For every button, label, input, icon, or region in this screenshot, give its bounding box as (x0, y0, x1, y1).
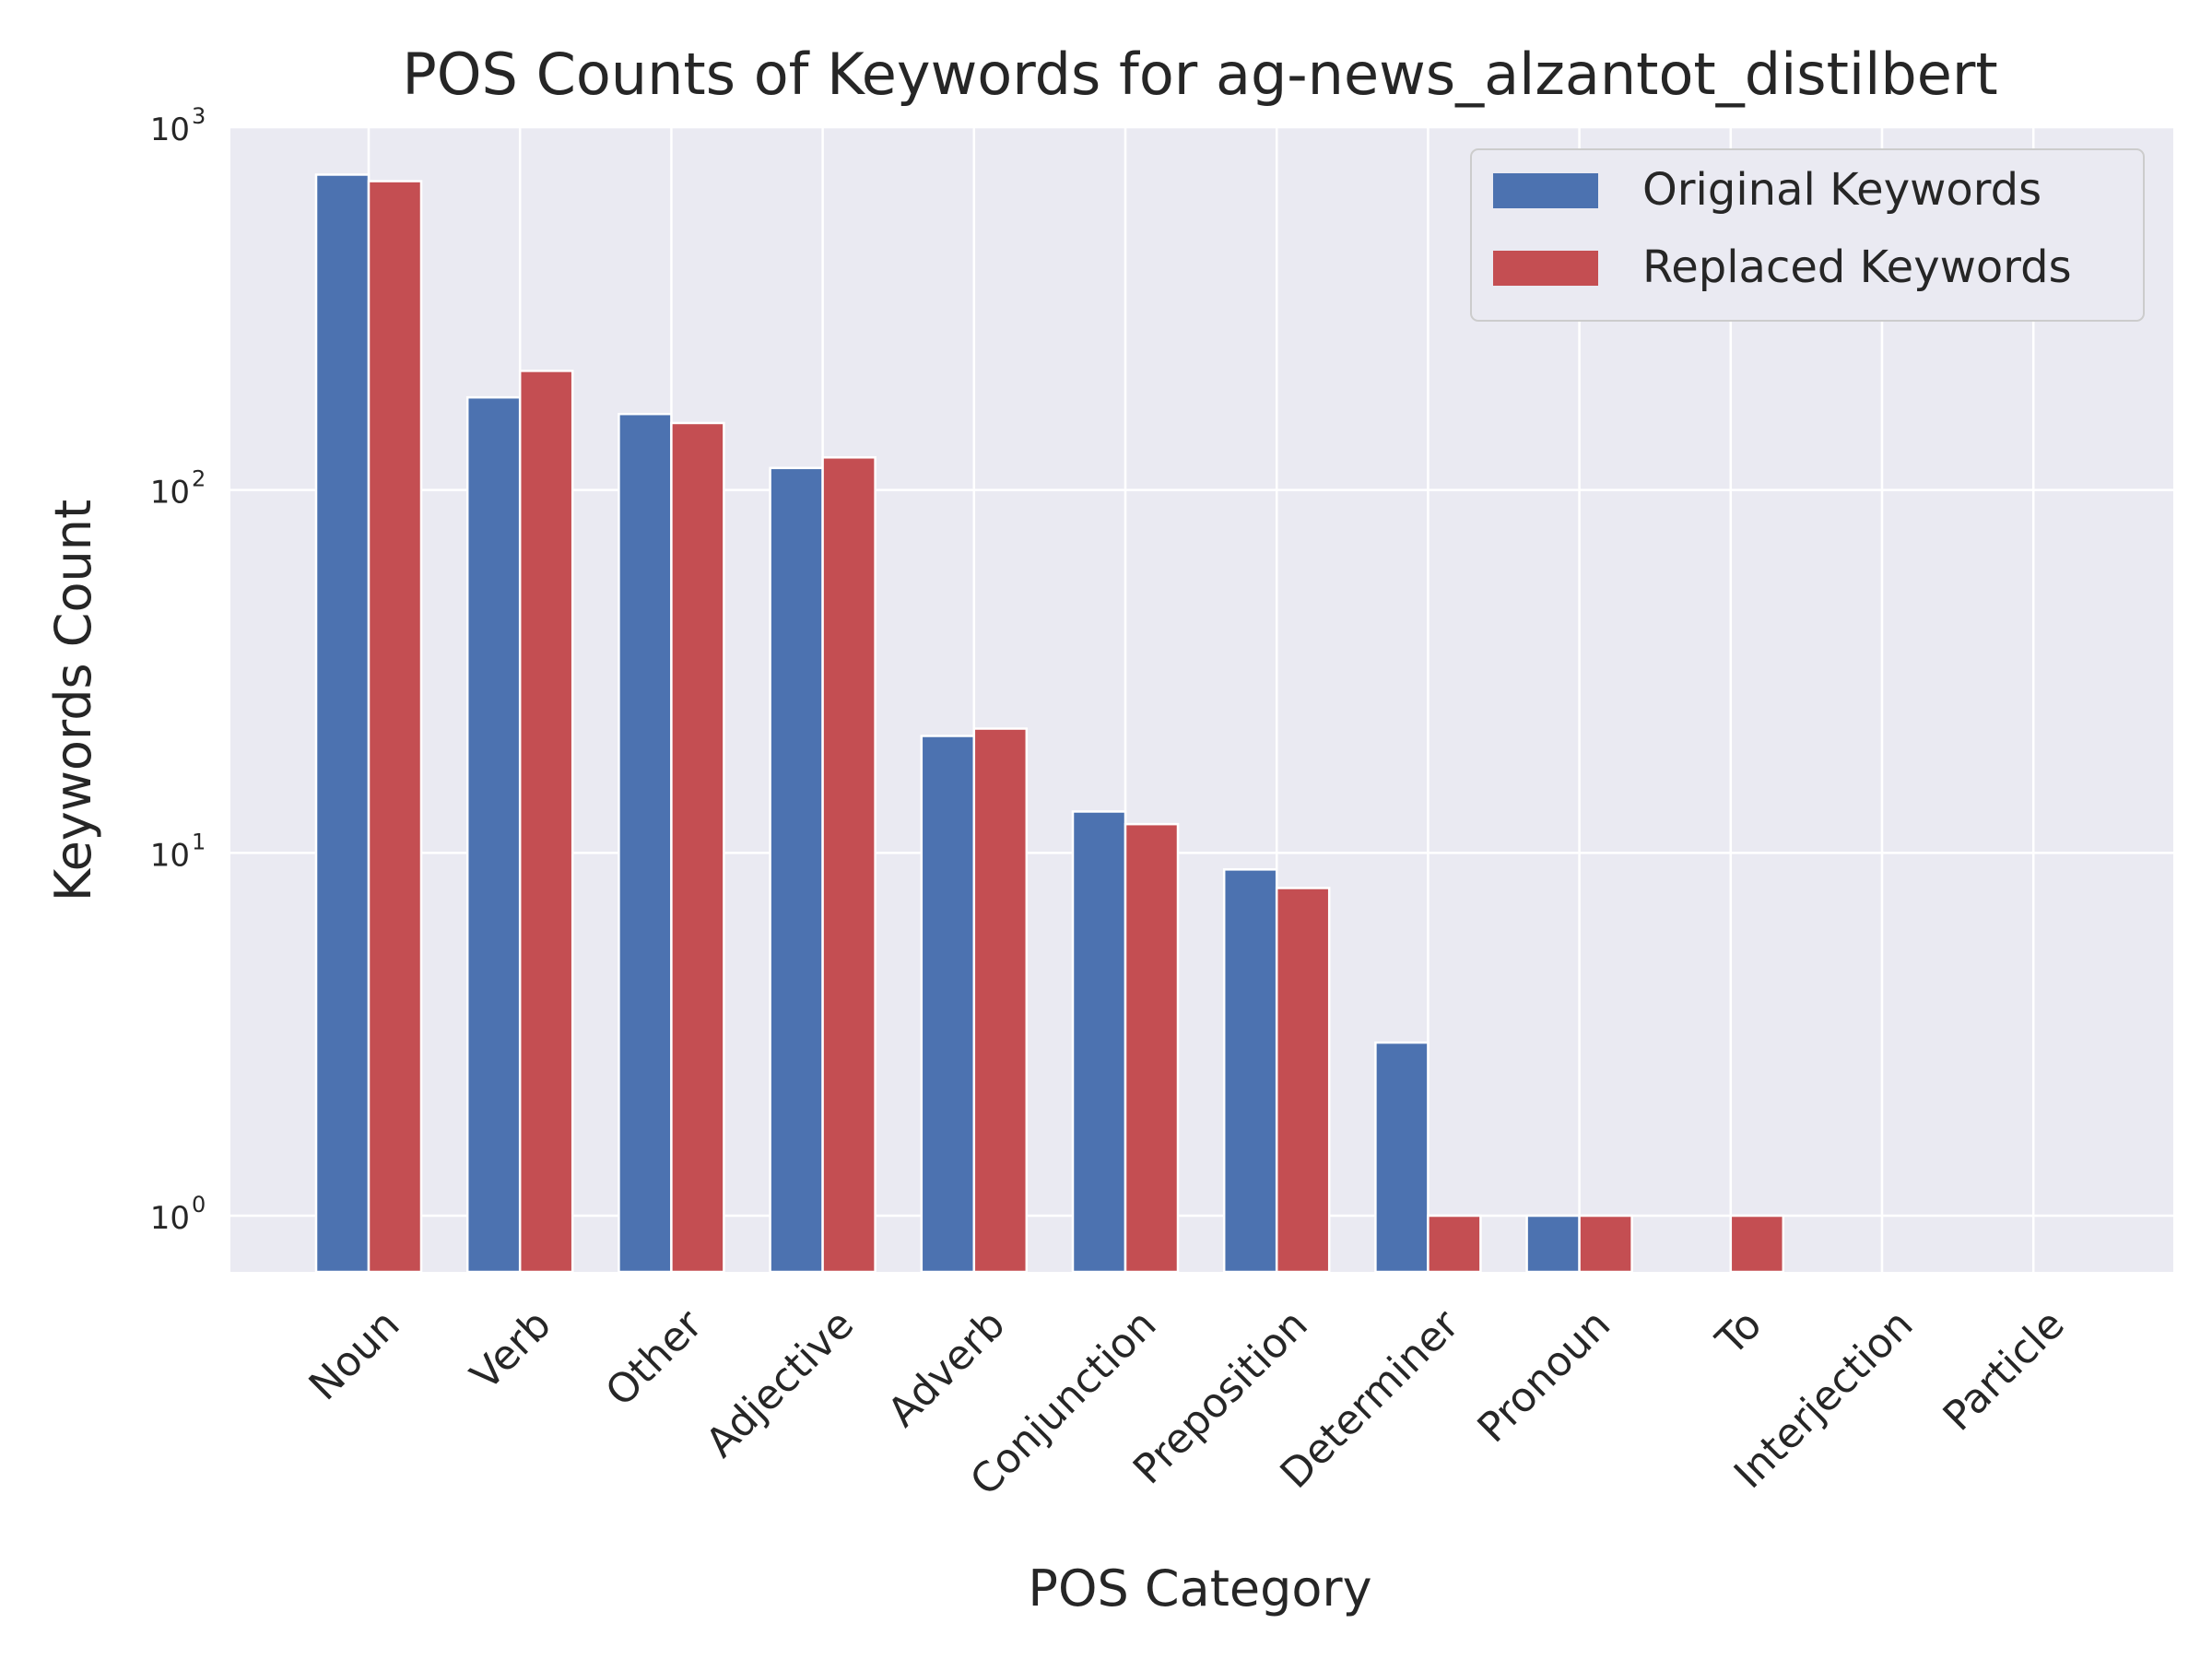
y-tick-exponent: 1 (192, 829, 206, 854)
y-axis-label: Keywords Count (44, 500, 102, 901)
x-tick-label: Particle (1935, 1300, 2074, 1440)
y-tick-label: 10 (150, 112, 190, 148)
x-tick-label: Adverb (879, 1300, 1015, 1436)
x-tick-label: Pronoun (1469, 1300, 1620, 1452)
x-tick-label: Other (597, 1300, 712, 1416)
x-tick-label: Verb (462, 1300, 560, 1399)
x-tick-label: Adjective (697, 1300, 863, 1466)
bar-preposition-original (1222, 868, 1278, 1274)
y-tick-exponent: 3 (192, 103, 206, 129)
bar-pronoun-replaced (1578, 1214, 1633, 1274)
y-tick-label: 10 (150, 1200, 190, 1237)
y-tick-label: 10 (150, 475, 190, 512)
bar-verb-original (465, 395, 522, 1274)
bar-noun-original (314, 173, 371, 1274)
bar-pronoun-original (1525, 1214, 1581, 1274)
bar-adverb-replaced (972, 727, 1029, 1274)
bar-determiner-replaced (1427, 1214, 1482, 1274)
bar-adjective-original (769, 466, 824, 1274)
legend-label: Replaced Keywords (1642, 241, 2072, 293)
legend-swatch (1493, 173, 1598, 208)
legend-swatch (1493, 251, 1598, 286)
bar-adjective-replaced (821, 456, 877, 1274)
bar-determiner-original (1374, 1041, 1430, 1274)
y-tick-label: 10 (150, 837, 190, 874)
legend-label: Original Keywords (1642, 164, 2041, 216)
bar-adverb-original (920, 735, 976, 1274)
bar-conjunction-original (1071, 810, 1127, 1274)
legend-box (1470, 148, 2145, 322)
bar-conjunction-replaced (1124, 822, 1180, 1274)
bars (314, 173, 1785, 1274)
bar-noun-replaced (367, 180, 423, 1274)
x-axis-label: POS Category (1028, 1559, 1371, 1618)
legend: Original Keywords Replaced Keywords (1470, 148, 2145, 322)
bar-other-original (618, 412, 673, 1274)
bar-preposition-replaced (1275, 887, 1331, 1274)
chart-title: POS Counts of Keywords for ag-news_alzan… (402, 41, 1997, 108)
y-tick-exponent: 2 (192, 466, 206, 492)
y-tick-exponent: 0 (192, 1192, 206, 1218)
bar-other-replaced (670, 421, 725, 1274)
bar-verb-replaced (518, 370, 574, 1274)
x-tick-label: Noun (300, 1300, 409, 1409)
bar-to-replaced (1729, 1214, 1785, 1274)
x-tick-label: To (1707, 1300, 1771, 1365)
